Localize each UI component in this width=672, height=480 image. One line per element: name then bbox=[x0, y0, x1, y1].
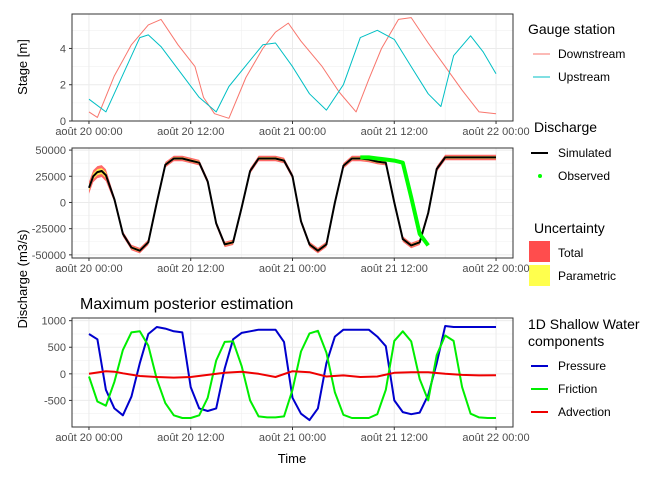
x-tick-label: août 20 00:00 bbox=[55, 126, 122, 138]
legend-gauge: Gauge station Downstream Upstream bbox=[528, 21, 625, 84]
y-tick-label: -25000 bbox=[32, 224, 66, 236]
x-tick-label: août 20 12:00 bbox=[157, 263, 224, 275]
x-tick-label: août 21 00:00 bbox=[259, 263, 326, 275]
y-tick-label: 0 bbox=[60, 116, 66, 128]
legend-downstream-label: Downstream bbox=[558, 47, 625, 61]
x-tick-label: août 20 12:00 bbox=[157, 432, 224, 444]
panel-2-border bbox=[71, 147, 514, 259]
legend-observed-label: Observed bbox=[558, 169, 610, 183]
legend-total-label: Total bbox=[558, 246, 583, 260]
panel2-ylabel: Discharge (m3/s) bbox=[15, 230, 30, 329]
panel1-ylabel: Stage [m] bbox=[15, 39, 30, 95]
legend-components-title-1: 1D Shallow Water bbox=[528, 316, 640, 332]
x-tick-label: août 21 12:00 bbox=[361, 432, 428, 444]
x-tick-label: août 20 12:00 bbox=[157, 126, 224, 138]
x-tick-label: août 21 12:00 bbox=[361, 263, 428, 275]
legend-uncertainty-title: Uncertainty bbox=[534, 220, 605, 236]
y-tick-label: -500 bbox=[44, 395, 66, 407]
series-friction bbox=[88, 329, 496, 419]
x-tick-label: août 20 00:00 bbox=[55, 432, 122, 444]
legend-discharge-title: Discharge bbox=[534, 119, 597, 135]
x-tick-label: août 22 00:00 bbox=[462, 432, 529, 444]
y-tick-label: 0 bbox=[60, 369, 66, 381]
legend-uncertainty: Uncertainty Total Parametric bbox=[529, 220, 616, 286]
legend-advection-label: Advection bbox=[558, 405, 611, 419]
x-tick-label: août 21 00:00 bbox=[259, 432, 326, 444]
legend-pressure-label: Pressure bbox=[558, 359, 606, 373]
y-tick-label: 500 bbox=[48, 342, 66, 354]
y-tick-label: 50000 bbox=[35, 145, 66, 157]
x-tick-label: août 22 00:00 bbox=[462, 126, 529, 138]
panel-3-border bbox=[71, 317, 514, 428]
x-tick-label: août 21 12:00 bbox=[361, 126, 428, 138]
y-tick-label: 2 bbox=[60, 80, 66, 92]
panel-1: août 20 00:00 août 20 12:00 août 21 00:00 a… bbox=[55, 13, 530, 138]
panel-1-border bbox=[71, 13, 514, 122]
legend-observed-key bbox=[538, 174, 542, 178]
y-tick-label: 0 bbox=[60, 197, 66, 209]
panels: août 20 00:00 août 20 12:00 août 21 00:00 a… bbox=[32, 13, 530, 444]
x-tick-label: août 20 00:00 bbox=[55, 263, 122, 275]
legend-gauge-title: Gauge station bbox=[528, 21, 615, 37]
legend-parametric-label: Parametric bbox=[558, 269, 616, 283]
legend-simulated-label: Simulated bbox=[558, 146, 611, 160]
panel-3: août 20 00:00 août 20 12:00 août 21 00:00 a… bbox=[42, 316, 530, 444]
series-upstream bbox=[88, 29, 497, 113]
series-downstream bbox=[88, 17, 497, 119]
series-simulated bbox=[88, 156, 496, 252]
legend-total-key bbox=[529, 241, 550, 262]
legend-friction-label: Friction bbox=[558, 382, 597, 396]
series-advection bbox=[88, 370, 497, 379]
x-tick-label: août 21 00:00 bbox=[259, 126, 326, 138]
x-tick-label: août 22 00:00 bbox=[462, 263, 529, 275]
series-observed bbox=[360, 155, 430, 247]
panel3-xlabel: Time bbox=[278, 451, 306, 466]
y-tick-label: -50000 bbox=[32, 250, 66, 262]
legend-discharge: Discharge Simulated Observed bbox=[531, 119, 611, 183]
y-tick-label: 25000 bbox=[35, 171, 66, 183]
y-tick-label: 4 bbox=[60, 43, 66, 55]
panel-2: août 20 00:00 août 20 12:00 août 21 00:00 a… bbox=[32, 145, 530, 275]
legend-components-title-2: components bbox=[528, 333, 604, 349]
y-tick-label: 1000 bbox=[42, 316, 66, 328]
legend-components: 1D Shallow Water components Pressure Fri… bbox=[528, 316, 640, 419]
panel3-title: Maximum posterior estimation bbox=[80, 296, 293, 313]
legend-parametric-key bbox=[529, 265, 550, 286]
legend-upstream-label: Upstream bbox=[558, 70, 610, 84]
